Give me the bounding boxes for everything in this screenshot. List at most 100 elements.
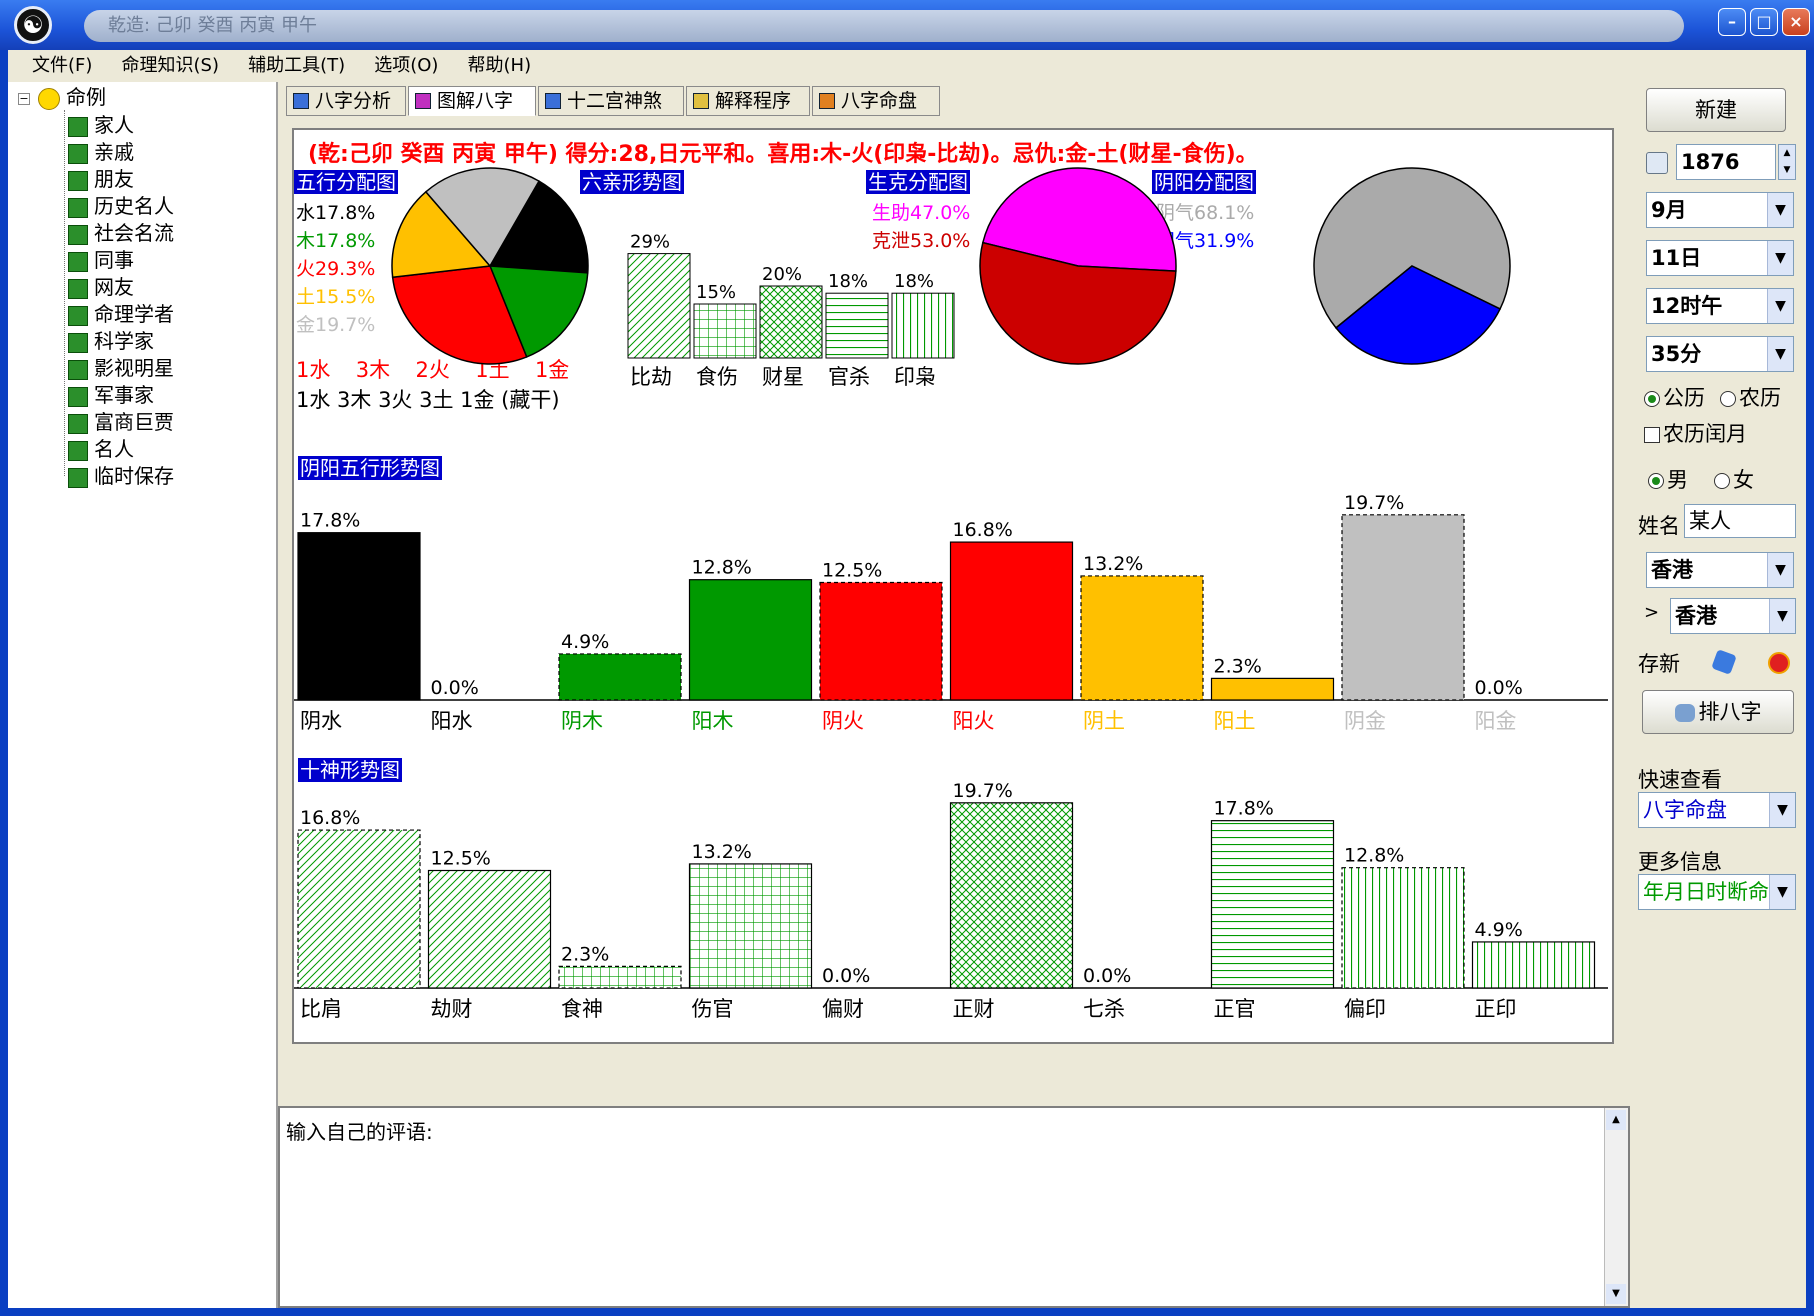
tree-item-label: 网友 [94,275,134,299]
female-radio[interactable]: 女 [1714,464,1754,494]
comment-scrollbar[interactable]: ▲ ▼ [1604,1108,1628,1306]
tree-item[interactable]: 名人 [68,436,134,463]
smiley-icon [38,87,60,110]
leap-month-checkbox[interactable]: 农历闰月 [1644,418,1747,448]
liuqin-label-2: 财星 [762,365,804,389]
menu-tools[interactable]: 辅助工具(T) [248,55,346,76]
delete-icon[interactable] [1768,652,1790,674]
chevron-down-icon[interactable]: ▼ [1767,337,1793,371]
shishen-label-0: 比肩 [300,997,342,1021]
wuxing-metal-label: 金19.7% [296,314,376,336]
tab-bazi-chart[interactable]: 图解八字 [408,86,536,116]
tree-item[interactable]: 家人 [68,112,134,139]
people-icon [1674,704,1695,722]
menu-options[interactable]: 选项(O) [374,55,439,76]
shishen-value-3: 13.2% [692,841,752,863]
tree-item-label: 命理学者 [94,302,174,326]
yywx-bar-8 [1341,514,1465,701]
minimize-icon[interactable]: – [1718,8,1746,36]
new-button[interactable]: 新建 [1646,88,1786,132]
book-icon [68,170,88,191]
yinyang-title: 阴阳分配图 [1152,170,1256,194]
tree-item[interactable]: 网友 [68,274,134,301]
tree-item[interactable]: 亲戚 [68,139,134,166]
tree-item[interactable]: 同事 [68,247,134,274]
menu-file[interactable]: 文件(F) [32,55,93,76]
shishen-title: 十神形势图 [298,758,402,782]
chevron-down-icon[interactable]: ▼ [1767,193,1793,227]
tab-label: 图解八字 [437,90,514,112]
tree-item[interactable]: 朋友 [68,166,134,193]
tab-bazi-analysis[interactable]: 八字分析 [286,86,406,116]
save-icon[interactable] [1711,649,1737,675]
chevron-down-icon[interactable]: ▼ [1769,875,1795,909]
chevron-down-icon[interactable]: ▼ [1767,553,1793,587]
chevron-down-icon[interactable]: ▼ [1767,241,1793,275]
case-tree: − 命例 家人 亲戚 朋友 历史名人 社会名流 同事 网友命理学者 科学家 影视明星 军事家 富商巨贾… [8,82,278,1308]
chevron-down-icon[interactable]: ▼ [1769,599,1795,633]
right-panel: 新建 1876 ▲ ▼ 9月 ▼ 11日 ▼ 12时午 ▼ 35分 ▼ 公历 农历 农历闰… [1630,82,1806,1308]
yywx-label-4: 阴火 [822,709,864,733]
chevron-down-icon[interactable]: ▼ [1767,289,1793,323]
month-value: 9月 [1651,198,1687,222]
yywx-bar-4 [819,581,943,701]
book-icon [819,93,835,109]
comment-box[interactable]: 输入自己的评语: ▲ ▼ [278,1106,1630,1308]
close-icon[interactable]: × [1782,8,1810,36]
year-input[interactable]: 1876 [1676,144,1776,180]
tree-item[interactable]: 社会名流 [68,220,174,247]
more-select[interactable]: 年月日时断命 ▼ [1638,874,1796,910]
region-value: 香港 [1651,558,1693,582]
liuqin-label-4: 印枭 [894,365,936,389]
quick-select[interactable]: 八字命盘 ▼ [1638,792,1796,828]
tree-root[interactable]: − 命例 [18,82,106,112]
tree-item[interactable]: 影视明星 [68,355,174,382]
name-input[interactable]: 某人 [1684,504,1796,538]
hour-value: 12时午 [1651,294,1723,318]
city-select[interactable]: 香港 ▼ [1670,598,1796,634]
program-icon [693,93,709,109]
calendar-icon[interactable] [1646,152,1668,174]
calendar-lunar-radio[interactable]: 农历 [1720,382,1781,412]
wuxing-slice-3 [391,190,492,279]
shishen-bar-0 [297,829,421,989]
scroll-down-icon[interactable]: ▼ [1606,1284,1626,1304]
tree-root-label: 命例 [66,85,106,109]
tree-item[interactable]: 临时保存 [68,463,174,490]
male-radio[interactable]: 男 [1648,464,1688,494]
tree-item[interactable]: 科学家 [68,328,154,355]
quick-value: 八字命盘 [1643,798,1727,822]
region-select[interactable]: 香港 ▼ [1646,552,1794,588]
paipan-button[interactable]: 排八字 [1642,690,1794,734]
menu-knowledge[interactable]: 命理知识(S) [121,55,219,76]
scroll-up-icon[interactable]: ▲ [1606,1110,1626,1130]
shengke-support-label: 生助47.0% [872,202,971,224]
male-label: 男 [1667,468,1688,492]
tab-bazi-plate[interactable]: 八字命盘 [812,86,940,116]
tree-item[interactable]: 富商巨贾 [68,409,174,436]
day-select[interactable]: 11日 ▼ [1646,240,1794,276]
menu-help[interactable]: 帮助(H) [467,55,532,76]
yinyang-slice-0 [1313,167,1511,329]
book-icon [68,251,88,272]
minute-select[interactable]: 35分 ▼ [1646,336,1794,372]
hour-select[interactable]: 12时午 ▼ [1646,288,1794,324]
tab-explain[interactable]: 解释程序 [686,86,810,116]
month-select[interactable]: 9月 ▼ [1646,192,1794,228]
yywx-value-6: 13.2% [1083,553,1143,575]
menu-bar: 文件(F) 命理知识(S) 辅助工具(T) 选项(O) 帮助(H) [8,50,1806,82]
calendar-solar-radio[interactable]: 公历 [1644,382,1705,412]
city-value: 香港 [1675,604,1717,628]
chevron-down-icon[interactable]: ▼ [1769,793,1795,827]
tree-item[interactable]: 军事家 [68,382,154,409]
year-value: 1876 [1681,150,1740,174]
year-spinner[interactable]: ▲ ▼ [1778,144,1796,180]
yywx-label-1: 阳水 [431,709,473,733]
tree-item[interactable]: 历史名人 [68,193,174,220]
maximize-icon[interactable]: □ [1750,8,1778,36]
shishen-value-7: 17.8% [1214,798,1274,820]
tree-item[interactable]: 命理学者 [68,301,174,328]
tab-twelve-palaces[interactable]: 十二宫神煞 [538,86,684,116]
collapse-icon[interactable]: − [18,91,30,105]
book-icon [68,305,88,326]
